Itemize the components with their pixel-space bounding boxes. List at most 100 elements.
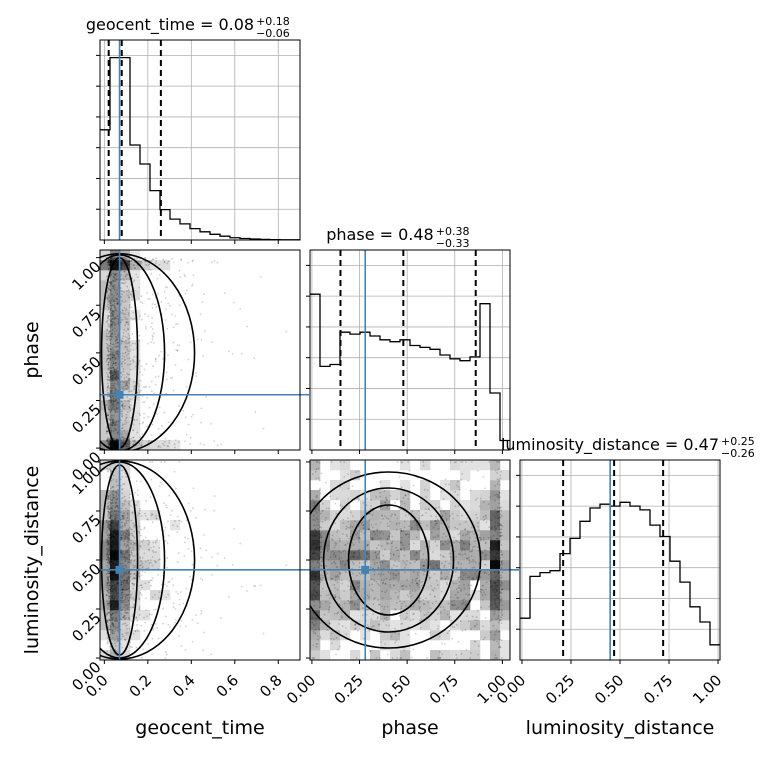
sample-point xyxy=(111,332,114,335)
sample-point xyxy=(107,287,110,290)
density-cell xyxy=(100,570,111,581)
sample-point xyxy=(108,525,111,528)
sample-point xyxy=(108,584,111,587)
sample-point xyxy=(371,583,373,586)
sample-point xyxy=(108,442,111,444)
sample-point xyxy=(501,588,504,591)
density-cell xyxy=(430,510,441,521)
sample-point xyxy=(376,553,379,556)
sample-point xyxy=(467,556,470,559)
sample-point xyxy=(139,314,142,317)
density-cell xyxy=(420,620,431,631)
sample-point xyxy=(114,439,117,441)
sample-point xyxy=(356,532,359,535)
sample-point xyxy=(116,620,119,622)
sample-point xyxy=(400,605,403,608)
sample-point xyxy=(366,497,368,500)
sample-point xyxy=(108,534,111,537)
sample-point xyxy=(107,261,110,264)
density-cell xyxy=(390,520,401,531)
sample-point xyxy=(133,266,136,269)
sample-point xyxy=(167,593,170,596)
sample-point xyxy=(109,518,112,520)
sample-point xyxy=(164,651,167,653)
sample-point xyxy=(361,614,364,616)
sample-point xyxy=(126,578,128,581)
sample-point xyxy=(126,261,129,264)
sample-point xyxy=(111,257,114,260)
sample-point xyxy=(133,279,136,282)
sample-point xyxy=(183,555,186,557)
sample-point xyxy=(335,512,338,515)
sample-point xyxy=(117,552,119,555)
sample-point xyxy=(495,604,497,607)
sample-point xyxy=(495,630,497,633)
sample-point xyxy=(113,529,116,532)
density-cell xyxy=(480,630,491,641)
sample-point xyxy=(123,585,125,588)
sample-point xyxy=(184,416,187,419)
sample-point xyxy=(108,285,111,288)
sample-point xyxy=(113,564,116,566)
panel-title: geocent_time = 0.08 xyxy=(86,15,254,35)
sample-point xyxy=(123,616,125,618)
sample-point xyxy=(352,555,354,558)
sample-point xyxy=(144,597,147,600)
sample-point xyxy=(358,554,361,557)
sample-point xyxy=(125,309,127,312)
sample-point xyxy=(127,273,129,276)
sample-point xyxy=(328,608,330,611)
sample-point xyxy=(109,258,112,261)
sample-point xyxy=(412,542,415,545)
sample-point xyxy=(120,312,123,314)
sample-point xyxy=(113,318,116,321)
sample-point xyxy=(165,392,168,395)
sample-point xyxy=(127,578,130,581)
sample-point xyxy=(476,623,478,626)
sample-point xyxy=(106,440,109,443)
sample-point xyxy=(407,461,410,463)
sample-point xyxy=(123,407,125,410)
sample-point xyxy=(383,490,386,492)
sample-point xyxy=(114,552,117,554)
density-cell xyxy=(100,650,111,660)
sample-point xyxy=(216,261,219,264)
sample-point xyxy=(315,468,318,471)
sample-point xyxy=(169,377,172,380)
sample-point xyxy=(109,511,111,514)
sample-point xyxy=(108,260,110,263)
sample-point xyxy=(112,313,115,316)
sample-point xyxy=(402,530,405,532)
sample-point xyxy=(121,476,124,478)
sample-point xyxy=(457,486,460,488)
sample-point xyxy=(108,387,111,390)
sample-point xyxy=(111,527,113,530)
sample-point xyxy=(138,530,140,533)
sample-point xyxy=(107,350,110,353)
sample-point xyxy=(112,553,115,556)
sample-point xyxy=(117,593,119,595)
sample-point xyxy=(343,602,346,605)
sample-point xyxy=(174,520,176,522)
sample-point xyxy=(318,628,320,631)
sample-point xyxy=(458,580,461,583)
sample-point xyxy=(127,321,130,323)
sample-point xyxy=(110,515,113,517)
sample-point xyxy=(109,281,112,284)
sample-point xyxy=(115,371,117,374)
sample-point xyxy=(108,562,111,565)
sample-point xyxy=(454,593,457,596)
sample-point xyxy=(113,531,116,534)
sample-point xyxy=(121,599,124,602)
sample-point xyxy=(107,576,110,579)
sample-point xyxy=(106,620,109,622)
sample-point xyxy=(138,608,141,611)
sample-point xyxy=(108,547,110,550)
sample-point xyxy=(105,275,108,278)
density-cell xyxy=(330,590,341,601)
sample-point xyxy=(468,575,471,578)
sample-point xyxy=(114,571,116,573)
sample-point xyxy=(109,264,112,267)
sample-point xyxy=(190,415,193,418)
sample-point xyxy=(127,294,129,297)
